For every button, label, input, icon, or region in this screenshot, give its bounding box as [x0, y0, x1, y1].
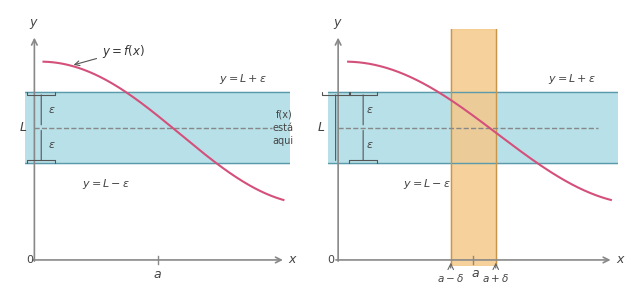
Text: $y$: $y$ — [333, 17, 343, 31]
Text: $\varepsilon$: $\varepsilon$ — [365, 105, 374, 115]
Text: $\varepsilon$: $\varepsilon$ — [365, 140, 374, 150]
Text: $x$: $x$ — [288, 253, 298, 266]
Text: $\varepsilon$: $\varepsilon$ — [48, 105, 56, 115]
Text: $a$: $a$ — [153, 268, 162, 281]
Text: $x$: $x$ — [616, 253, 626, 266]
Text: $a$: $a$ — [471, 267, 480, 280]
Text: 0: 0 — [327, 255, 334, 265]
Text: 0: 0 — [27, 255, 33, 265]
Text: $L$: $L$ — [20, 121, 28, 134]
Text: $y = L+\varepsilon$: $y = L+\varepsilon$ — [220, 72, 268, 86]
Text: $a-\delta$: $a-\delta$ — [437, 272, 464, 284]
Bar — [328, 92, 618, 163]
Text: $y$: $y$ — [30, 17, 39, 31]
Text: $\varepsilon$: $\varepsilon$ — [48, 140, 56, 150]
Text: $y = f(x)$: $y = f(x)$ — [75, 42, 145, 66]
Text: f(x)
está
aqui: f(x) está aqui — [272, 110, 293, 146]
Text: $y=L-\varepsilon$: $y=L-\varepsilon$ — [403, 177, 451, 191]
Text: $L$: $L$ — [317, 121, 326, 134]
Text: $y=L-\varepsilon$: $y=L-\varepsilon$ — [83, 177, 131, 191]
Text: $y = L+\varepsilon$: $y = L+\varepsilon$ — [548, 72, 596, 86]
Text: $a+\delta$: $a+\delta$ — [482, 272, 509, 284]
Bar — [25, 92, 290, 163]
Bar — [451, 29, 496, 266]
